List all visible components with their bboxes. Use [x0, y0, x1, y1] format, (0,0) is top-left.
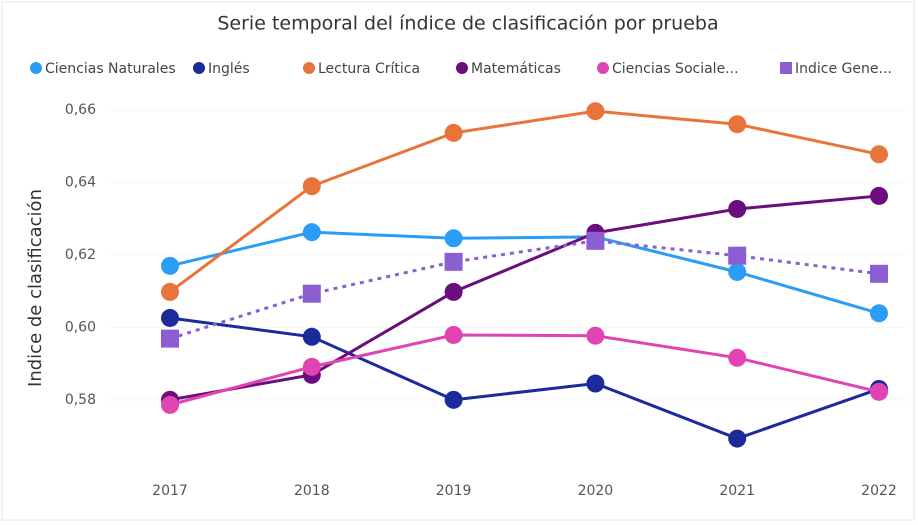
marker — [161, 329, 179, 348]
x-tick-label: 2020 — [578, 483, 614, 499]
series-line — [169, 239, 880, 341]
marker — [161, 256, 179, 275]
x-tick-label: 2018 — [294, 483, 330, 499]
marker — [444, 282, 463, 301]
marker — [728, 115, 747, 134]
series-line — [169, 316, 880, 441]
x-tick-label: 2019 — [436, 483, 472, 499]
marker — [870, 186, 888, 205]
legend-label: Ciencias Naturales — [45, 61, 176, 77]
marker — [161, 282, 179, 301]
marker — [444, 390, 463, 409]
marker — [870, 145, 888, 164]
marker — [444, 325, 463, 344]
y-tick-label: 0,58 — [65, 392, 96, 408]
marker — [728, 429, 747, 448]
marker — [728, 246, 747, 265]
marker — [456, 62, 468, 74]
marker — [302, 177, 321, 196]
legend-label: Inglés — [208, 61, 250, 77]
x-tick-label: 2021 — [719, 483, 755, 499]
marker — [161, 395, 179, 414]
marker — [444, 123, 463, 142]
marker — [728, 348, 747, 367]
marker — [870, 382, 888, 401]
marker — [303, 62, 315, 74]
marker — [444, 252, 463, 271]
marker — [586, 374, 605, 393]
marker — [161, 308, 179, 327]
series-line — [169, 109, 880, 294]
marker — [30, 62, 42, 74]
chart-title: Serie temporal del índice de clasificaci… — [217, 13, 718, 35]
legend-label: Lectura Crítica — [318, 61, 420, 77]
marker — [728, 262, 747, 281]
y-tick-label: 0,60 — [65, 319, 96, 335]
x-tick-label: 2017 — [152, 483, 188, 499]
y-axis-label: Indice de clasificación — [25, 189, 46, 387]
x-tick-label: 2022 — [861, 483, 897, 499]
marker — [302, 284, 321, 303]
series-line — [169, 333, 880, 407]
series-line — [169, 230, 880, 315]
marker — [302, 223, 321, 242]
marker — [586, 102, 605, 121]
marker — [870, 264, 888, 283]
marker — [728, 199, 747, 218]
marker — [586, 326, 605, 345]
marker — [302, 357, 321, 376]
marker — [302, 327, 321, 346]
series-line — [169, 194, 880, 402]
legend-label: Matemáticas — [471, 61, 561, 77]
marker — [597, 62, 609, 74]
y-tick-label: 0,66 — [65, 102, 96, 118]
marker — [444, 229, 463, 248]
marker — [870, 304, 888, 323]
y-tick-label: 0,64 — [65, 175, 96, 191]
legend-label: Ciencias Sociale... — [612, 61, 739, 77]
y-tick-label: 0,62 — [65, 247, 96, 263]
marker — [193, 62, 205, 74]
legend-label: Indice Gene... — [795, 61, 892, 77]
marker — [780, 62, 792, 74]
marker — [586, 231, 605, 250]
